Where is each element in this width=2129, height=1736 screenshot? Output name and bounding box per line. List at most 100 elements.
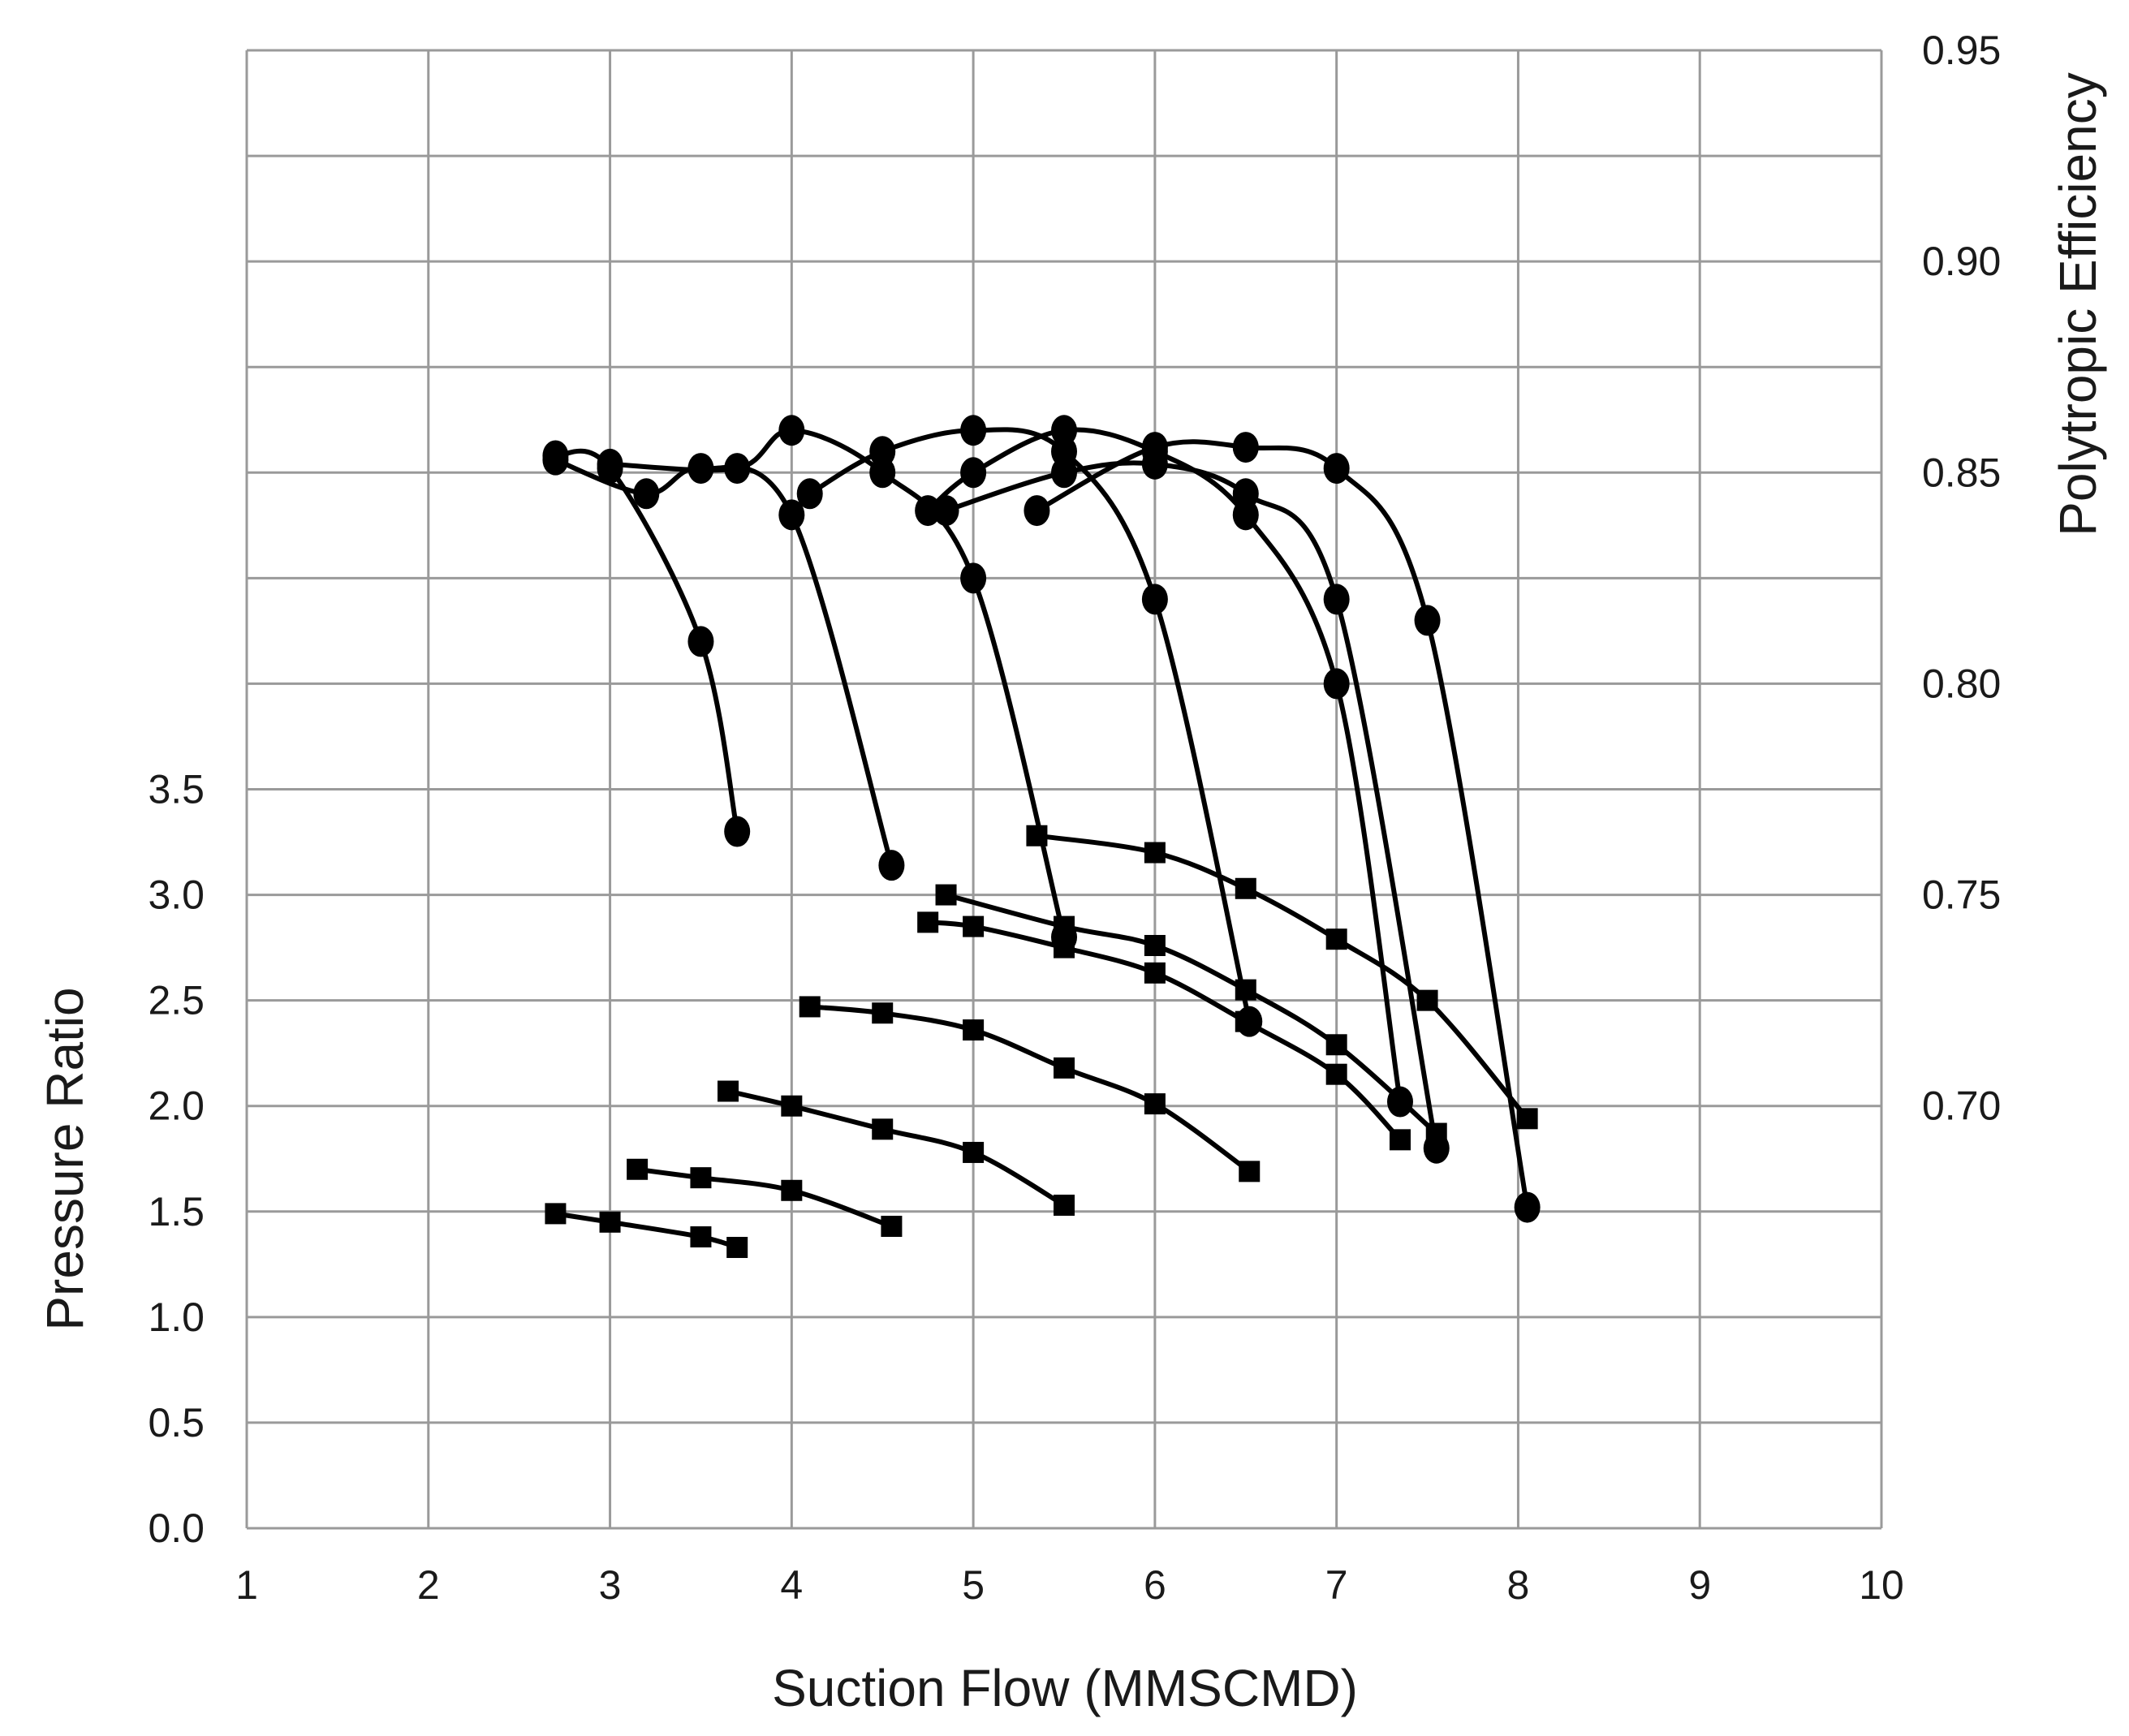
x-tick-label: 10 (1859, 1562, 1904, 1608)
pressure-ratio-point (1144, 1093, 1166, 1115)
efficiency-point (597, 448, 623, 480)
pressure-ratio-point (781, 1095, 803, 1117)
efficiency-point (933, 495, 959, 527)
pressure-ratio-point (726, 1237, 748, 1259)
efficiency-point (1051, 415, 1077, 446)
y-tick-label-right: 0.90 (1922, 239, 2001, 284)
y-axis-title-right: Polytropic Efficiency (2049, 72, 2107, 536)
y-tick-label-left: 3.5 (148, 767, 205, 812)
efficiency-point (1141, 584, 1168, 615)
pressure-ratio-point (1235, 1010, 1256, 1032)
efficiency-point (915, 495, 942, 527)
efficiency-point (1024, 495, 1050, 527)
pressure-ratio-point (599, 1211, 621, 1233)
y-tick-label-left: 1.5 (148, 1189, 205, 1234)
y-axis-title-left: Pressure Ratio (36, 987, 94, 1330)
pressure-ratio-point (1235, 877, 1256, 899)
pressure-ratio-point (1239, 1161, 1261, 1182)
efficiency-point (869, 457, 896, 489)
x-tick-label: 4 (780, 1562, 803, 1608)
pressure-ratio-point (1144, 842, 1166, 864)
y-tick-label-left: 1.0 (148, 1294, 205, 1340)
efficiency-point (778, 415, 805, 446)
tick-labels: 1 2 3 4 5 6 7 8 9 10 0.0 0.5 1.0 1.5 2.0 2.5 3.0 3.5 0.70 0… (148, 28, 2001, 1608)
efficiency-curve-1 (553, 448, 740, 834)
series (542, 415, 1541, 1259)
pressure-ratio-point (690, 1226, 712, 1248)
pressure-ratio-point (872, 1118, 894, 1140)
efficiency-point (869, 436, 896, 467)
efficiency-point (960, 415, 987, 446)
efficiency-point (1232, 499, 1259, 531)
pressure-ratio-point (1054, 915, 1075, 937)
efficiency-point (1323, 453, 1350, 485)
pressure-ratio-point (1144, 935, 1166, 957)
pressure-ratio-point (1144, 962, 1166, 984)
efficiency-point (960, 457, 987, 489)
pressure-ratio-point (1054, 937, 1075, 958)
efficiency-point (633, 478, 660, 510)
x-tick-label: 8 (1507, 1562, 1530, 1608)
pressure-ratio-point (963, 915, 985, 937)
y-tick-label-left: 0.0 (148, 1506, 205, 1551)
efficiency-point (1414, 605, 1441, 636)
efficiency-point (1232, 478, 1259, 510)
pressure-ratio-curve-2 (635, 1166, 894, 1229)
pressure-ratio-point (1425, 1122, 1447, 1144)
x-tick-label: 7 (1325, 1562, 1348, 1608)
efficiency-point (724, 453, 751, 485)
efficiency-point (1051, 436, 1077, 467)
grid (245, 49, 1883, 1530)
pressure-ratio-point (1325, 1063, 1347, 1085)
pressure-ratio-point (1026, 825, 1048, 846)
pressure-ratio-point (1325, 928, 1347, 950)
pressure-ratio-point (1235, 979, 1256, 1001)
efficiency-point (796, 478, 823, 510)
x-tick-label: 5 (962, 1562, 985, 1608)
y-tick-label-right: 0.75 (1922, 872, 2001, 918)
x-tick-label: 1 (235, 1562, 258, 1608)
pressure-ratio-point (881, 1215, 903, 1237)
pressure-ratio-point (935, 884, 957, 906)
efficiency-point (778, 499, 805, 531)
pressure-ratio-curve-1 (553, 1211, 740, 1250)
x-tick-label: 9 (1688, 1562, 1711, 1608)
pressure-ratio-point (917, 911, 939, 933)
pressure-ratio-point (799, 996, 821, 1018)
pressure-ratio-point (718, 1080, 739, 1102)
y-tick-label-right: 0.85 (1922, 450, 2001, 495)
pressure-ratio-curve-7 (1034, 833, 1530, 1122)
x-axis-title: Suction Flow (MMSCMD) (772, 1659, 1358, 1717)
pressure-ratio-point (1325, 1034, 1347, 1056)
pressure-ratio-point (1516, 1108, 1538, 1130)
pressure-ratio-point (1054, 1194, 1075, 1216)
y-tick-label-left: 2.0 (148, 1083, 205, 1129)
pressure-ratio-point (690, 1167, 712, 1189)
pressure-ratio-point (1416, 989, 1438, 1011)
pressure-ratio-point (1389, 1129, 1411, 1151)
pressure-ratio-point (1054, 1057, 1075, 1079)
y-tick-label-right: 0.70 (1922, 1083, 2001, 1129)
x-tick-label: 6 (1144, 1562, 1166, 1608)
efficiency-point (1232, 432, 1259, 463)
y-tick-label-left: 2.5 (148, 978, 205, 1023)
y-tick-label-right: 0.95 (1922, 28, 2001, 73)
efficiency-point (1323, 668, 1350, 700)
pressure-ratio-point (963, 1141, 985, 1163)
efficiency-point (542, 444, 569, 476)
efficiency-point (1141, 432, 1168, 463)
y-tick-label-left: 0.5 (148, 1400, 205, 1445)
x-tick-label: 2 (417, 1562, 440, 1608)
x-tick-label: 3 (599, 1562, 622, 1608)
pressure-ratio-point (781, 1179, 803, 1201)
efficiency-point (724, 816, 751, 847)
pressure-ratio-point (545, 1203, 567, 1225)
pressure-ratio-point (872, 1002, 894, 1024)
y-tick-label-left: 3.0 (148, 872, 205, 918)
efficiency-point (1051, 457, 1077, 489)
pressure-ratio-point (627, 1158, 649, 1180)
pressure-ratio-curve-6 (943, 892, 1439, 1136)
efficiency-point (1323, 584, 1350, 615)
